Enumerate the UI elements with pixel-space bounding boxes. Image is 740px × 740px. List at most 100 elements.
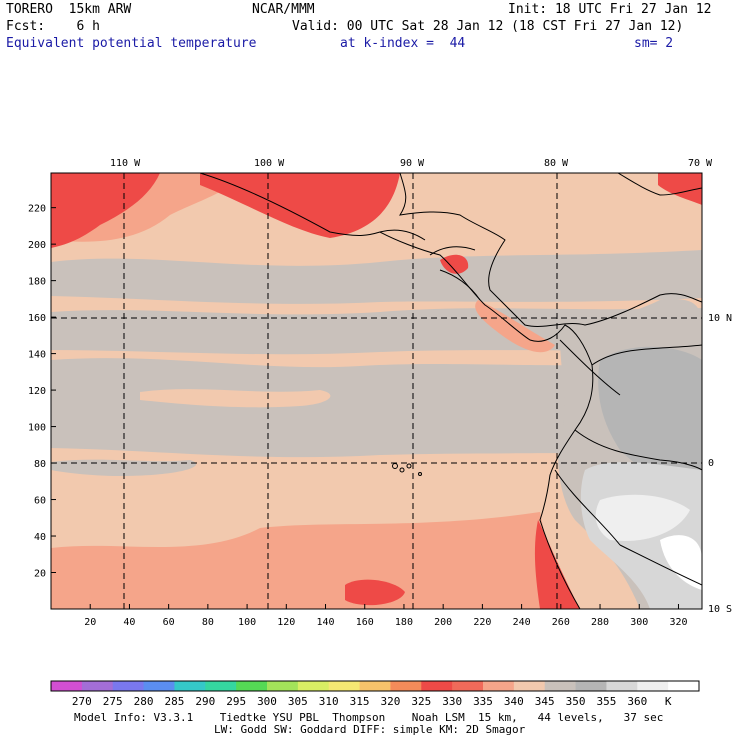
colorbar-swatch bbox=[112, 681, 145, 691]
central-america-borders bbox=[379, 229, 481, 301]
level-label: at k-index = 44 bbox=[340, 36, 466, 51]
lon-label: 100 W bbox=[254, 158, 285, 169]
colorbar-swatch bbox=[390, 681, 422, 691]
x-tick-labels: 20 40 60 80 100 120 140 160 180 200 220 240 260 280 30… bbox=[84, 617, 687, 628]
colorbar-label: 305 bbox=[288, 695, 308, 708]
colorbar-label: 340 bbox=[504, 695, 524, 708]
colorbar-label: 335 bbox=[473, 695, 493, 708]
band-345-north bbox=[51, 250, 702, 304]
x-tick-label: 220 bbox=[473, 617, 491, 628]
colorbar-swatch bbox=[483, 681, 515, 691]
x-tick-label: 320 bbox=[669, 617, 687, 628]
colorbar-label: 280 bbox=[134, 695, 154, 708]
colorbar-label: 345 bbox=[535, 695, 555, 708]
colorbar-label: 315 bbox=[350, 695, 370, 708]
band-335-south bbox=[51, 512, 560, 609]
x-tick-label: 140 bbox=[316, 617, 334, 628]
x-tick-label: 40 bbox=[123, 617, 135, 628]
x-tick-label: 240 bbox=[513, 617, 531, 628]
patch-330-caribbean bbox=[658, 173, 702, 205]
colorbar-swatch bbox=[668, 681, 700, 691]
x-tick-label: 180 bbox=[395, 617, 413, 628]
model-info-line: Model Info: V3.3.1 Tiedtke YSU PBL Thomp… bbox=[74, 711, 664, 724]
x-tick-label: 200 bbox=[434, 617, 452, 628]
init-time: Init: 18 UTC Fri 27 Jan 12 bbox=[508, 2, 712, 17]
colorbar-label: 355 bbox=[596, 695, 616, 708]
x-tick-label: 100 bbox=[238, 617, 256, 628]
y-tick-label: 140 bbox=[28, 350, 46, 361]
organization: NCAR/MMM bbox=[252, 2, 315, 17]
colorbar-label: 325 bbox=[411, 695, 431, 708]
colorbar-label: 330 bbox=[442, 695, 462, 708]
colorbar-swatch bbox=[328, 681, 361, 691]
forecast-hour: Fcst: 6 h bbox=[6, 19, 100, 34]
colorbar-swatch bbox=[575, 681, 607, 691]
country-borders bbox=[554, 339, 702, 586]
colorbar-label: 360 bbox=[627, 695, 647, 708]
colorbar-label: 310 bbox=[319, 695, 339, 708]
colorbar-swatch bbox=[236, 681, 268, 691]
coastline-cuba bbox=[617, 173, 702, 196]
land-360 bbox=[595, 494, 690, 541]
colorbar-label: 290 bbox=[195, 695, 215, 708]
graticule bbox=[51, 173, 702, 609]
colorbar-label: 350 bbox=[566, 695, 586, 708]
colorbar bbox=[51, 681, 700, 691]
colorbar-label: 295 bbox=[226, 695, 246, 708]
colorbar-swatch bbox=[81, 681, 114, 691]
field-name: Equivalent potential temperature bbox=[6, 36, 257, 51]
x-tick-label: 60 bbox=[163, 617, 175, 628]
colorbar-swatch bbox=[513, 681, 546, 691]
colorbar-swatch bbox=[174, 681, 206, 691]
y-tick-labels: 220 200 180 160 140 120 100 80 60 40 20 bbox=[28, 204, 46, 580]
y-tick-label: 120 bbox=[28, 386, 46, 397]
colorbar-swatch bbox=[143, 681, 175, 691]
lat-label: 0 bbox=[708, 458, 714, 469]
galapagos-island bbox=[406, 463, 412, 469]
y-tick-label: 60 bbox=[34, 496, 46, 507]
axis-labels: 110 W 100 W 90 W 80 W 70 W 10 N 0 10 S bbox=[110, 158, 732, 615]
y-tick-label: 220 bbox=[28, 204, 46, 215]
smoothing-label: sm= 2 bbox=[634, 36, 674, 51]
colorbar-swatch bbox=[267, 681, 299, 691]
colorbar-swatch bbox=[637, 681, 669, 691]
colorbar-swatch bbox=[606, 681, 638, 691]
y-tick-label: 180 bbox=[28, 277, 46, 288]
colorbar-label: 300 bbox=[257, 695, 277, 708]
y-tick-label: 20 bbox=[34, 569, 46, 580]
physics-info-line: LW: Godd SW: Goddard DIFF: simple KM: 2D… bbox=[214, 723, 526, 736]
colorbar-label: 285 bbox=[164, 695, 184, 708]
x-tick-label: 280 bbox=[591, 617, 609, 628]
galapagos-island bbox=[418, 472, 422, 476]
colorbar-labels: 270 275 280 285 290 295 300 305 310 315 320 325 330 3… bbox=[72, 695, 672, 708]
y-tick-label: 100 bbox=[28, 423, 46, 434]
colorbar-label: 320 bbox=[380, 695, 400, 708]
lat-label: 10 S bbox=[708, 604, 732, 615]
colorbar-swatch bbox=[359, 681, 391, 691]
patch-330-honduras bbox=[440, 254, 469, 274]
band-345-equatorial bbox=[51, 358, 702, 458]
x-tick-label: 300 bbox=[630, 617, 648, 628]
lon-label: 80 W bbox=[544, 158, 569, 169]
colorbar-label: 275 bbox=[103, 695, 123, 708]
colorbar-label: K bbox=[665, 695, 672, 708]
colorbar-swatch bbox=[297, 681, 330, 691]
colorbar-swatch bbox=[51, 681, 83, 691]
galapagos-island bbox=[399, 467, 405, 473]
x-tick-label: 260 bbox=[552, 617, 570, 628]
lat-label: 10 N bbox=[708, 313, 732, 324]
x-tick-label: 120 bbox=[277, 617, 295, 628]
lon-label: 70 W bbox=[688, 158, 713, 169]
y-tick-label: 200 bbox=[28, 240, 46, 251]
x-tick-label: 20 bbox=[84, 617, 96, 628]
patch-340-a bbox=[140, 389, 331, 408]
land-white bbox=[660, 535, 702, 590]
theta-e-field bbox=[51, 173, 702, 609]
valid-time: Valid: 00 UTC Sat 28 Jan 12 (18 CST Fri … bbox=[292, 19, 684, 34]
colorbar-swatch bbox=[452, 681, 484, 691]
colorbar-swatch bbox=[421, 681, 453, 691]
y-tick-label: 160 bbox=[28, 313, 46, 324]
map-frame bbox=[50, 172, 703, 610]
patch-330-mexico bbox=[200, 173, 400, 238]
